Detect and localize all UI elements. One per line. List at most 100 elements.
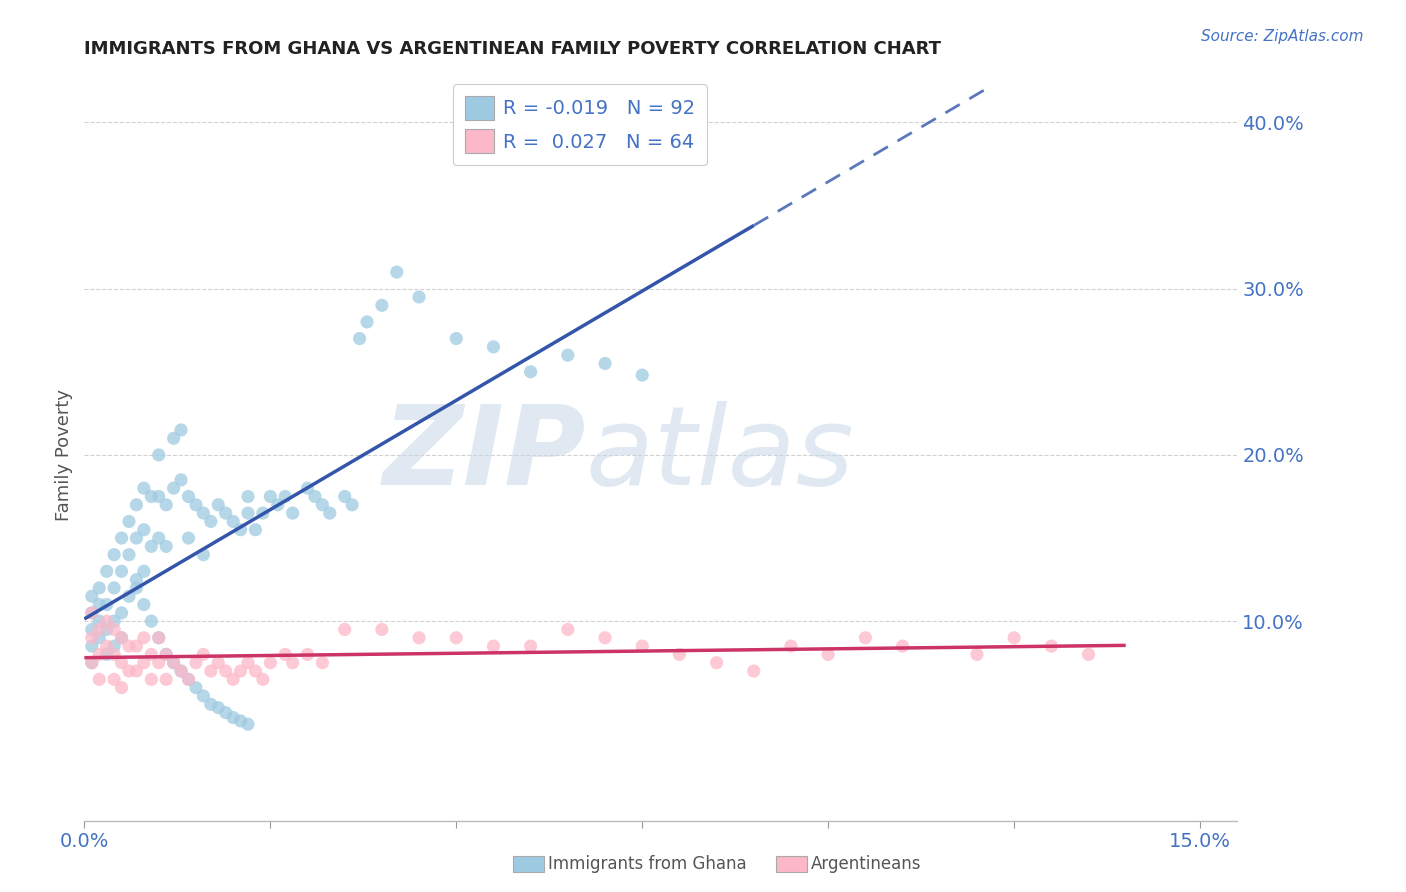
Point [311, 656, 333, 670]
Point [333, 623, 356, 637]
Point [446, 332, 468, 346]
Point [193, 506, 215, 520]
Point [110, 564, 132, 578]
Text: atlas: atlas [586, 401, 855, 508]
Point [110, 531, 132, 545]
Point [193, 548, 215, 562]
Point [557, 348, 579, 362]
Text: Source: ZipAtlas.com: Source: ZipAtlas.com [1201, 29, 1364, 44]
Point [200, 515, 222, 529]
Point [1077, 648, 1099, 662]
Point [817, 648, 839, 662]
Point [80, 639, 103, 653]
Point [482, 340, 505, 354]
Point [155, 498, 177, 512]
Point [80, 656, 103, 670]
Point [236, 506, 259, 520]
Point [229, 714, 252, 728]
Point [141, 673, 163, 687]
Point [103, 623, 125, 637]
Point [89, 648, 111, 662]
Y-axis label: Family Poverty: Family Poverty [55, 389, 73, 521]
Point [215, 706, 238, 720]
Point [141, 614, 163, 628]
Point [408, 290, 430, 304]
Point [229, 664, 252, 678]
Point [148, 490, 170, 504]
Point [207, 656, 229, 670]
Point [110, 606, 132, 620]
Point [252, 506, 274, 520]
Point [706, 656, 728, 670]
Point [125, 664, 148, 678]
Point [371, 298, 394, 312]
Point [80, 623, 103, 637]
Point [125, 498, 148, 512]
Point [593, 631, 616, 645]
Point [408, 631, 430, 645]
Point [110, 656, 132, 670]
Point [193, 689, 215, 703]
Point [742, 664, 765, 678]
Point [148, 631, 170, 645]
Point [110, 631, 132, 645]
Point [103, 581, 125, 595]
Point [141, 648, 163, 662]
Point [236, 656, 259, 670]
Point [297, 481, 319, 495]
Point [96, 639, 118, 653]
Point [96, 564, 118, 578]
Point [132, 631, 155, 645]
Point [631, 368, 654, 383]
Point [132, 523, 155, 537]
Point [274, 648, 297, 662]
Point [155, 648, 177, 662]
Point [184, 498, 207, 512]
Point [593, 356, 616, 370]
Point [482, 639, 505, 653]
Point [103, 673, 125, 687]
Point [349, 332, 371, 346]
Point [89, 623, 111, 637]
Point [557, 623, 579, 637]
Point [215, 664, 238, 678]
Point [222, 673, 245, 687]
Point [184, 656, 207, 670]
Point [281, 506, 304, 520]
Point [155, 673, 177, 687]
Point [200, 664, 222, 678]
Point [132, 481, 155, 495]
Point [103, 648, 125, 662]
Point [259, 490, 281, 504]
Point [170, 664, 193, 678]
Point [780, 639, 803, 653]
Point [519, 639, 541, 653]
Point [184, 681, 207, 695]
Point [148, 631, 170, 645]
Point [222, 515, 245, 529]
Point [1002, 631, 1025, 645]
Point [80, 606, 103, 620]
Point [356, 315, 378, 329]
Point [170, 473, 193, 487]
Point [118, 548, 141, 562]
Point [155, 539, 177, 553]
Point [631, 639, 654, 653]
Point [162, 656, 184, 670]
Point [853, 631, 876, 645]
Point [103, 639, 125, 653]
Point [110, 631, 132, 645]
Point [222, 710, 245, 724]
Point [132, 564, 155, 578]
Point [96, 623, 118, 637]
Point [89, 631, 111, 645]
Text: Argentineans: Argentineans [811, 855, 922, 873]
Point [155, 648, 177, 662]
Point [132, 656, 155, 670]
Point [170, 423, 193, 437]
Point [1040, 639, 1063, 653]
Point [118, 664, 141, 678]
Legend: R = -0.019   N = 92, R =  0.027   N = 64: R = -0.019 N = 92, R = 0.027 N = 64 [453, 84, 707, 165]
Point [125, 639, 148, 653]
Point [193, 648, 215, 662]
